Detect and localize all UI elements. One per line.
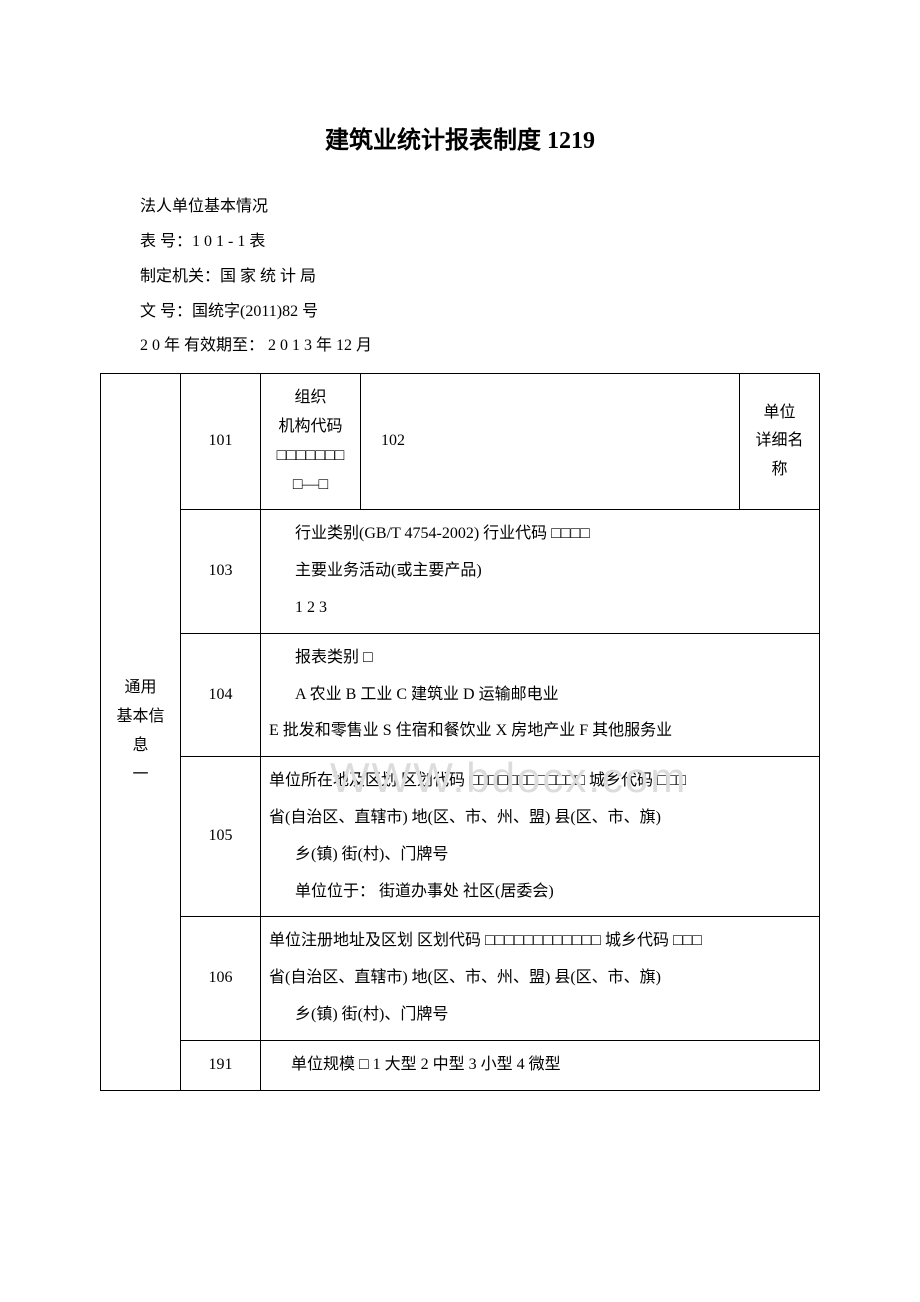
cell-191-content: 单位规模 □ 1 大型 2 中型 3 小型 4 微型 [261,1040,820,1090]
table-row: 104 报表类别 □ A 农业 B 工业 C 建筑业 D 运输邮电业 E 批发和… [101,633,820,756]
cell-106-line2: 省(自治区、直辖市) 地(区、市、州、盟) 县(区、市、旗) [269,964,811,993]
cell-191-num: 191 [181,1040,261,1090]
cell-101-num: 101 [181,374,261,510]
cell-104-line2: A 农业 B 工业 C 建筑业 D 运输邮电业 [269,681,811,710]
cell-103-line2: 主要业务活动(或主要产品) [269,557,811,586]
cell-101-unit: 单位 详细名称 [740,374,820,510]
table-row: 通用 基本信息 一 101 组织 机构代码 □□□□□□□ □—□ 102 单位… [101,374,820,510]
page-title: 建筑业统计报表制度 1219 [100,120,820,163]
meta-block: 法人单位基本情况 表 号：1 0 1 - 1 表 制定机关：国 家 统 计 局 … [100,193,820,361]
cell-104-num: 104 [181,633,261,756]
cell-103-line1: 行业类别(GB/T 4754-2002) 行业代码 □□□□ [269,520,811,549]
cell-106-num: 106 [181,917,261,1040]
cell-101-mid: 102 [361,374,740,510]
meta-line-2: 表 号：1 0 1 - 1 表 [100,228,820,257]
form-table: 通用 基本信息 一 101 组织 机构代码 □□□□□□□ □—□ 102 单位… [100,373,820,1090]
meta-line-1: 法人单位基本情况 [100,193,820,222]
cell-105-content: 单位所在地及区划 区划代码 □□□□□□□□□□□□ 城乡代码 □□□ 省(自治… [261,757,820,917]
cell-105-line3: 乡(镇) 街(村)、门牌号 [269,841,811,870]
cell-105-line4: 单位位于： 街道办事处 社区(居委会) [269,878,811,907]
table-row: 106 单位注册地址及区划 区划代码 □□□□□□□□□□□□ 城乡代码 □□□… [101,917,820,1040]
sidebar-label: 通用 基本信息 一 [101,374,181,1090]
cell-105-line1: 单位所在地及区划 区划代码 □□□□□□□□□□□□ 城乡代码 □□□ [269,767,811,796]
meta-line-4: 文 号：国统字(2011)82 号 [100,298,820,327]
cell-105-line2: 省(自治区、直辖市) 地(区、市、州、盟) 县(区、市、旗) [269,804,811,833]
cell-106-line3: 乡(镇) 街(村)、门牌号 [269,1001,811,1030]
meta-line-3: 制定机关：国 家 统 计 局 [100,263,820,292]
cell-106-content: 单位注册地址及区划 区划代码 □□□□□□□□□□□□ 城乡代码 □□□ 省(自… [261,917,820,1040]
table-row: 105 单位所在地及区划 区划代码 □□□□□□□□□□□□ 城乡代码 □□□ … [101,757,820,917]
meta-line-5: 2 0 年 有效期至： 2 0 1 3 年 12 月 [100,332,820,361]
table-row: 103 行业类别(GB/T 4754-2002) 行业代码 □□□□ 主要业务活… [101,510,820,633]
cell-101-code: 组织 机构代码 □□□□□□□ □—□ [261,374,361,510]
cell-103-content: 行业类别(GB/T 4754-2002) 行业代码 □□□□ 主要业务活动(或主… [261,510,820,633]
cell-103-line3: 1 2 3 [269,594,811,623]
cell-104-content: 报表类别 □ A 农业 B 工业 C 建筑业 D 运输邮电业 E 批发和零售业 … [261,633,820,756]
cell-103-num: 103 [181,510,261,633]
cell-105-num: 105 [181,757,261,917]
cell-104-line1: 报表类别 □ [269,644,811,673]
cell-104-line3: E 批发和零售业 S 住宿和餐饮业 X 房地产业 F 其他服务业 [269,717,811,746]
cell-106-line1: 单位注册地址及区划 区划代码 □□□□□□□□□□□□ 城乡代码 □□□ [269,927,811,956]
table-row: 191 单位规模 □ 1 大型 2 中型 3 小型 4 微型 [101,1040,820,1090]
